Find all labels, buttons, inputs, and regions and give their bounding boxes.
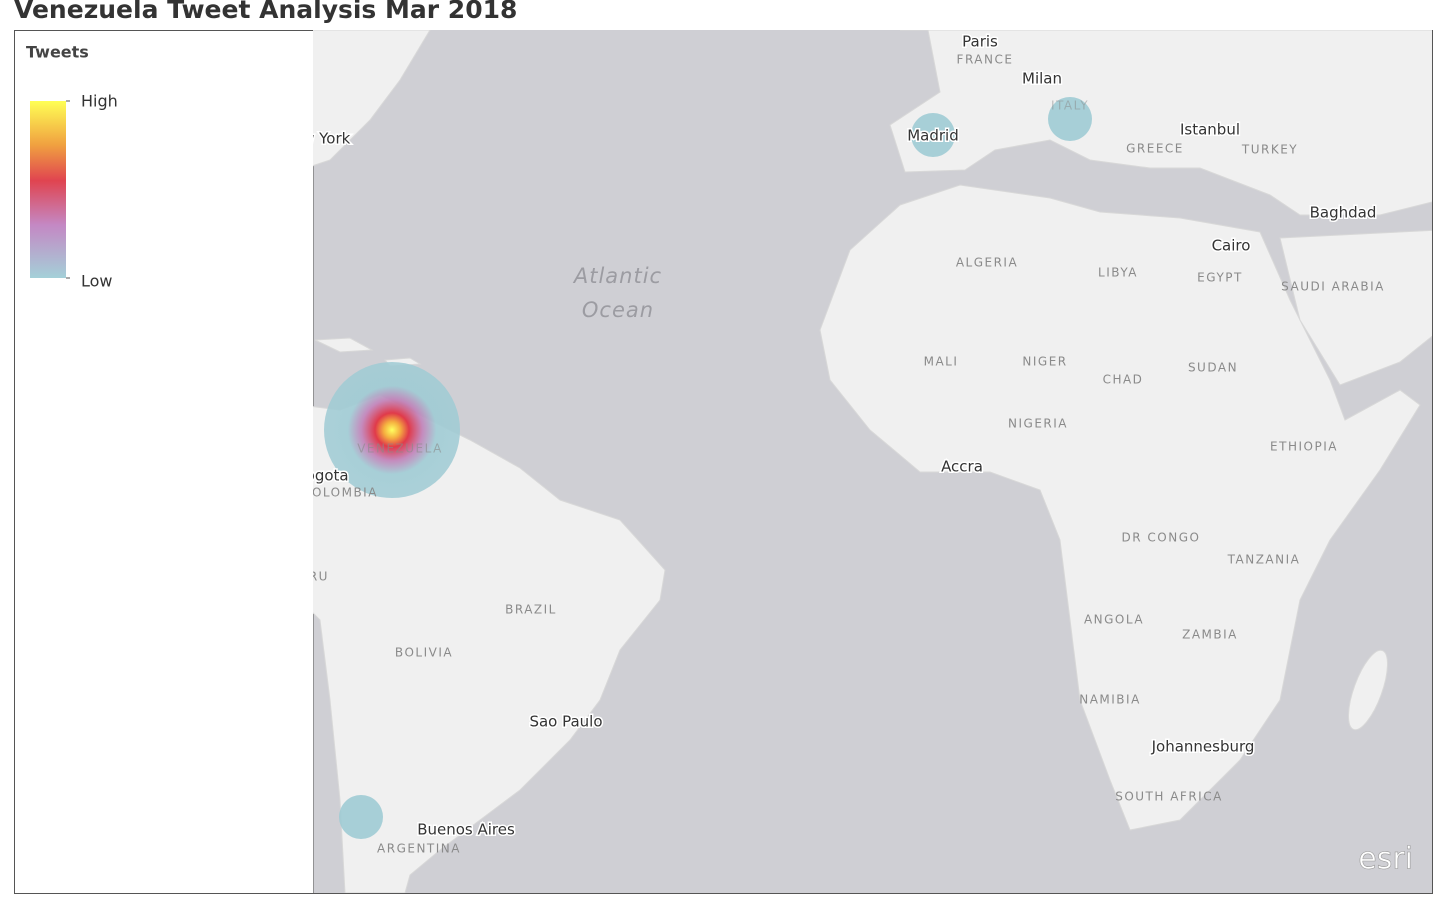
legend: Tweets High Low [26, 43, 118, 291]
africa [819, 184, 1421, 831]
city-label: Baghdad [1310, 204, 1377, 222]
legend-high: High [81, 92, 118, 111]
country-label: ANGOLA [1084, 613, 1144, 627]
country-label: COLOMBIA [302, 486, 378, 500]
country-label: TANZANIA [1227, 553, 1301, 567]
country-label: ETHIOPIA [1270, 440, 1338, 454]
legend-ramp [30, 101, 66, 278]
city-label: Bogota [295, 467, 348, 485]
country-label: LIBYA [1098, 266, 1138, 280]
country-label: NAMIBIA [1079, 693, 1141, 707]
city-label: Cairo [1212, 237, 1251, 255]
city-label: Johannesburg [1151, 738, 1255, 756]
country-label: VENEZUELA [357, 442, 443, 456]
europe-asia [889, 30, 1432, 216]
south-america [313, 394, 666, 893]
title: Venezuela Tweet Analysis Mar 2018 [14, 0, 517, 24]
country-label: SAUDI ARABIA [1281, 280, 1385, 294]
country-label: PERU [291, 570, 329, 584]
ocean-label: Ocean [582, 298, 654, 322]
country-label: FRANCE [957, 53, 1014, 67]
arabia [1279, 229, 1432, 386]
country-label: NIGERIA [1008, 417, 1068, 431]
country-label: GREECE [1126, 142, 1184, 156]
country-label: NIGER [1022, 355, 1067, 369]
country-label: MALI [924, 355, 959, 369]
city-label: Sao Paulo [529, 713, 602, 731]
country-label: EGYPT [1197, 271, 1243, 285]
city-label: Accra [941, 458, 983, 476]
country-label: ALGERIA [956, 256, 1018, 270]
city-label: Madrid [907, 127, 959, 145]
ocean-label: Atlantic [572, 264, 662, 288]
city-label: Buenos Aires [417, 821, 515, 839]
country-label: CHAD [1103, 373, 1144, 387]
heat-venezuela [324, 362, 460, 498]
city-label: Istanbul [1180, 121, 1240, 139]
country-label: ARGENTINA [377, 842, 461, 856]
city-label: New York [282, 130, 351, 148]
map: Atlantic Ocean Paris FRANCE Milan ITALY … [282, 30, 1432, 893]
country-label: BRAZIL [505, 603, 557, 617]
heat-madrid [911, 113, 955, 157]
legend-title: Tweets [26, 43, 89, 62]
north-america [313, 30, 431, 167]
heat-chile [339, 795, 383, 839]
heat-italy [1048, 97, 1092, 141]
city-label: Paris [962, 33, 998, 51]
country-label: ZAMBIA [1182, 628, 1238, 642]
country-label: SOUTH AFRICA [1115, 790, 1223, 804]
esri-logo: esri [1358, 842, 1413, 877]
country-label: SUDAN [1188, 361, 1238, 375]
city-label: Milan [1022, 70, 1062, 88]
country-label: TURKEY [1241, 143, 1298, 157]
country-label: DR CONGO [1122, 531, 1201, 545]
country-label: BOLIVIA [395, 646, 453, 660]
country-label: ITALY [1051, 99, 1089, 113]
legend-low: Low [81, 272, 113, 291]
madagascar [1348, 649, 1388, 731]
